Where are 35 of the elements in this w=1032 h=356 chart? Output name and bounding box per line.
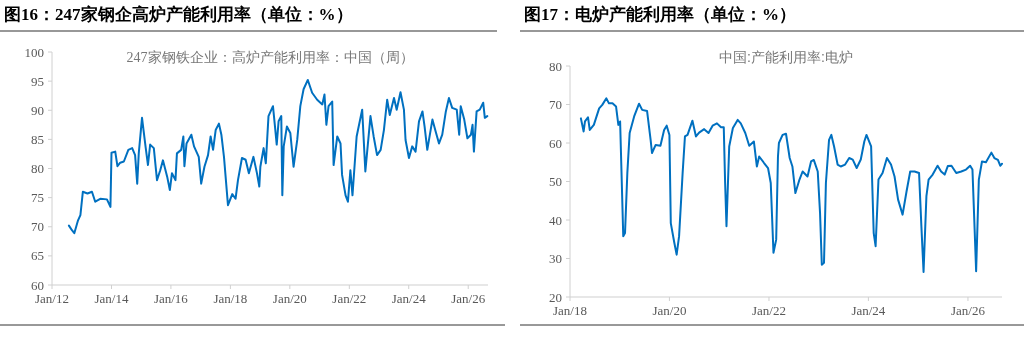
x-tick-label: Jan/14 [94, 291, 129, 306]
y-tick-label: 65 [31, 248, 44, 264]
y-tick-label: 75 [31, 190, 44, 206]
y-tick-label: 60 [549, 135, 562, 151]
y-tick-label: 90 [31, 102, 44, 118]
x-tick-label: Jan/26 [451, 291, 486, 306]
line-series [67, 78, 489, 235]
y-tick-label: 70 [31, 219, 44, 235]
y-tick-label: 80 [549, 58, 562, 74]
x-tick-label: Jan/22 [332, 291, 367, 306]
x-tick-label: Jan/18 [553, 303, 587, 318]
y-tick-label: 20 [549, 289, 562, 305]
x-tick-label: Jan/12 [35, 291, 69, 306]
x-tick-label: Jan/24 [391, 291, 427, 306]
y-tick-label: 100 [24, 44, 44, 60]
chart-subtitle: 247家钢铁企业：高炉产能利用率：中国（周） [126, 50, 414, 65]
x-tick-label: Jan/24 [851, 303, 886, 318]
x-tick-label: Jan/16 [153, 291, 189, 306]
x-tick-label: Jan/20 [272, 291, 307, 306]
y-tick-label: 40 [549, 212, 562, 228]
y-tick-label: 85 [31, 131, 44, 147]
chart-title: 图16：247家钢企高炉产能利用率（单位：%） [4, 5, 353, 24]
y-tick-label: 80 [31, 161, 44, 177]
y-tick-label: 95 [31, 73, 44, 89]
y-tick-label: 30 [549, 251, 562, 267]
y-tick-label: 70 [549, 97, 562, 113]
y-tick-label: 60 [31, 277, 44, 293]
x-tick-label: Jan/26 [950, 303, 986, 318]
x-tick-label: Jan/22 [752, 303, 786, 318]
chart-subtitle: 中国:产能利用率:电炉 [719, 49, 853, 65]
line-series [579, 97, 1003, 273]
x-tick-label: Jan/20 [652, 303, 687, 318]
x-tick-label: Jan/18 [213, 291, 248, 306]
y-tick-label: 50 [549, 174, 562, 190]
chart-title: 图17：电炉产能利用率（单位：%） [524, 5, 796, 24]
